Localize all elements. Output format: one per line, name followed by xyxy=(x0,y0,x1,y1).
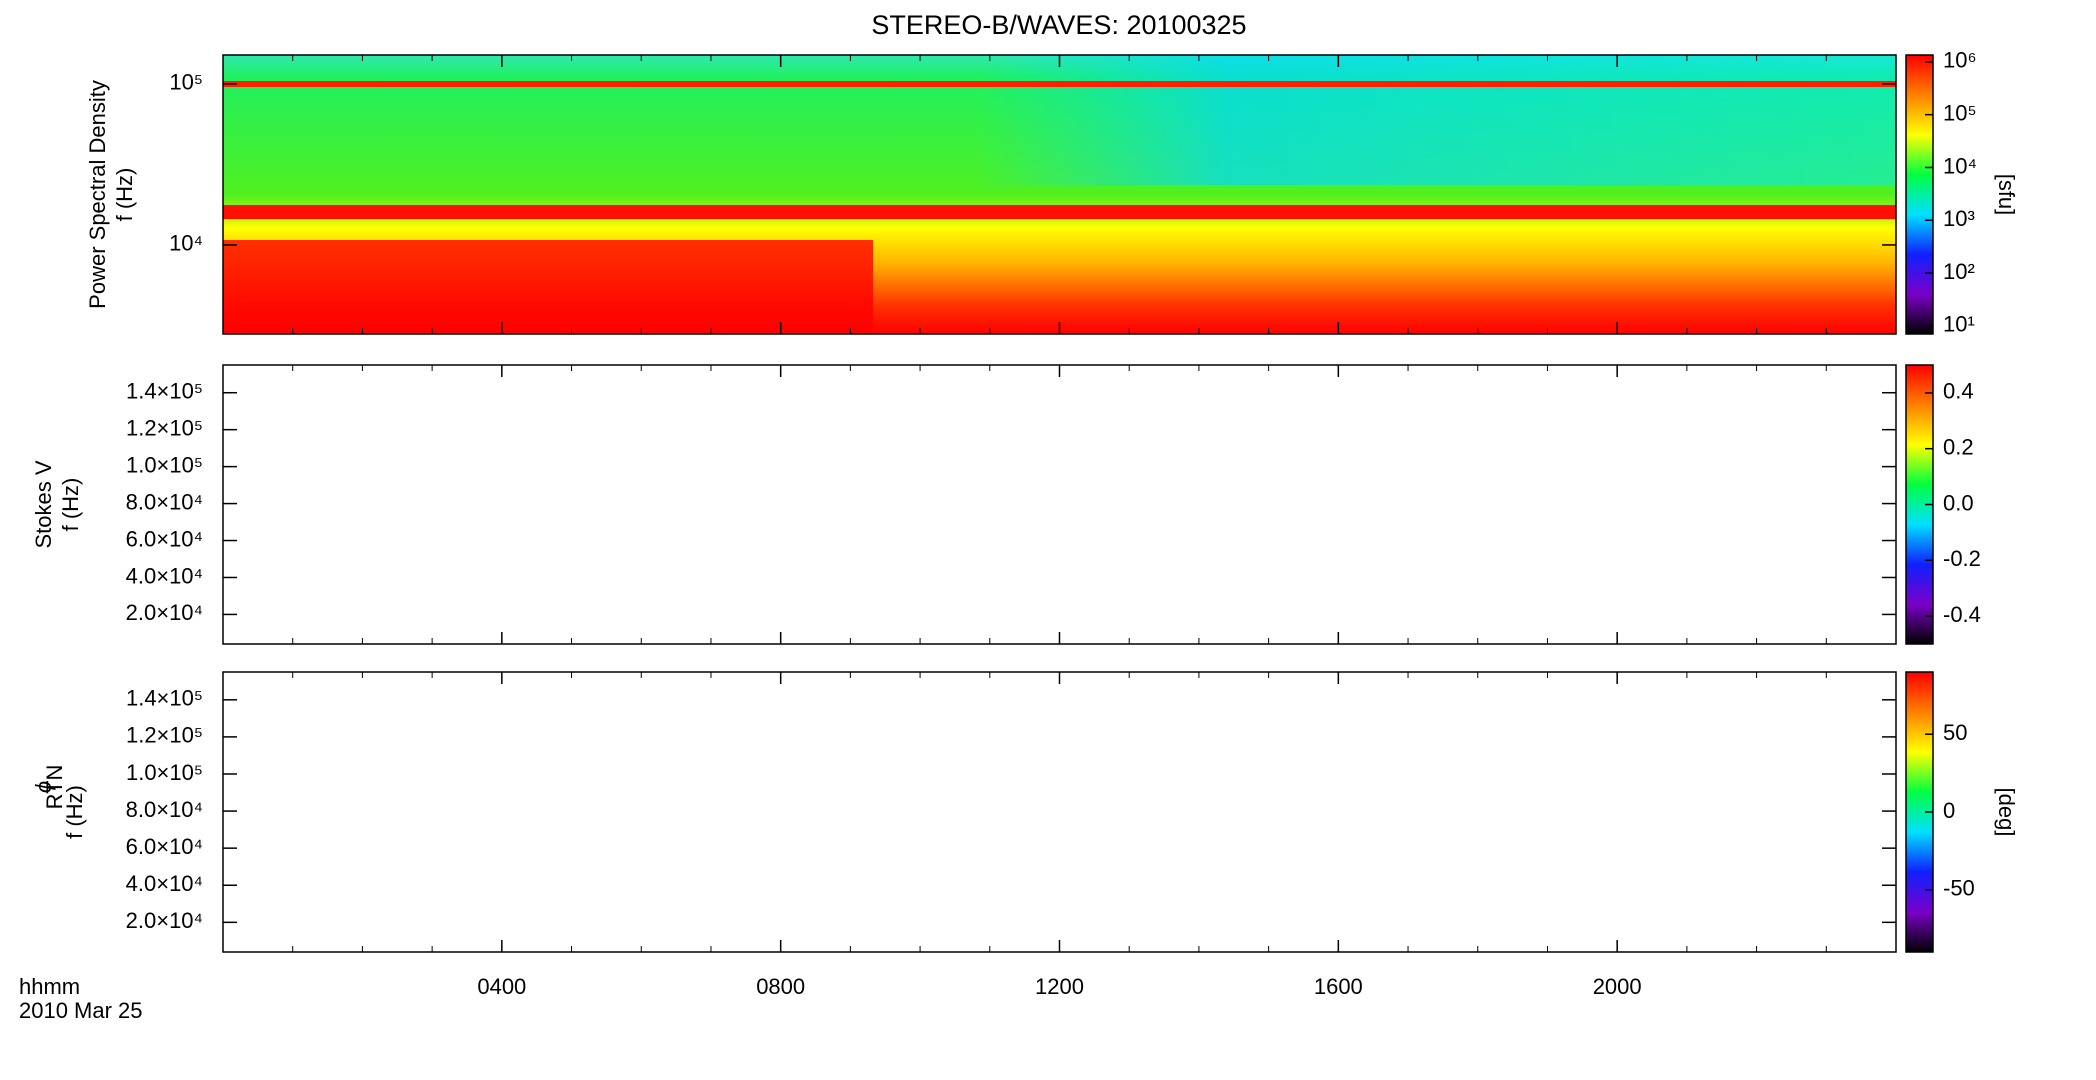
y-tick-label: 6.0×10⁴ xyxy=(126,526,203,551)
emission-burst xyxy=(223,240,873,334)
emission-band xyxy=(223,205,1896,219)
colorbar-tick-label: 10² xyxy=(1943,259,1975,284)
emission-band xyxy=(223,81,1896,87)
y-tick-label: 1.2×10⁵ xyxy=(126,415,203,440)
y-tick-label: 2.0×10⁴ xyxy=(126,908,203,933)
spectrogram-fill xyxy=(223,55,1896,185)
colorbar-tick-label: 0.4 xyxy=(1943,379,1974,404)
y-tick-label: 10⁴ xyxy=(169,231,203,256)
y-axis-label: ϕ xyxy=(31,781,56,793)
x-axis-label: hhmm xyxy=(19,974,80,999)
colorbar xyxy=(1905,54,1934,335)
y-tick-label: 10⁵ xyxy=(169,70,203,95)
colorbar-tick-label: -0.2 xyxy=(1943,546,1981,571)
colorbar-tick-label: 0 xyxy=(1943,798,1955,823)
plot-frame xyxy=(222,671,1897,953)
y-tick-label: 8.0×10⁴ xyxy=(126,797,203,822)
x-tick-label: 2000 xyxy=(1593,974,1642,999)
colorbar-label: [sfu] xyxy=(1994,174,2019,216)
y-axis-label: Power Spectral Density xyxy=(85,80,110,309)
x-axis-label: 2010 Mar 25 xyxy=(19,998,143,1023)
x-tick-label: 1600 xyxy=(1314,974,1363,999)
plot-frame xyxy=(222,364,1897,645)
y-tick-label: 2.0×10⁴ xyxy=(126,600,203,625)
colorbar-tick-label: 10⁶ xyxy=(1943,48,1977,73)
y-tick-label: 1.4×10⁵ xyxy=(126,379,203,404)
y-axis-label: f (Hz) xyxy=(112,168,137,222)
y-tick-label: 1.2×10⁵ xyxy=(126,723,203,748)
colorbar-tick-label: 10⁵ xyxy=(1943,100,1977,125)
chart-title: STEREO-B/WAVES: 20100325 xyxy=(871,10,1246,40)
y-tick-label: 1.4×10⁵ xyxy=(126,686,203,711)
x-tick-label: 0800 xyxy=(756,974,805,999)
y-tick-label: 4.0×10⁴ xyxy=(126,871,203,896)
colorbar-tick-label: -0.4 xyxy=(1943,602,1981,627)
colorbar-tick-label: 10³ xyxy=(1943,206,1975,231)
x-tick-label: 0400 xyxy=(477,974,526,999)
colorbar-tick-label: 50 xyxy=(1943,720,1967,745)
y-tick-label: 4.0×10⁴ xyxy=(126,563,203,588)
y-tick-label: 1.0×10⁵ xyxy=(126,452,203,477)
colorbar-tick-label: 10¹ xyxy=(1943,312,1975,337)
spectrogram-image xyxy=(223,55,1896,334)
y-axis-label: Stokes V xyxy=(31,460,56,548)
y-tick-label: 1.0×10⁵ xyxy=(126,760,203,785)
x-tick-label: 1200 xyxy=(1035,974,1084,999)
y-tick-label: 6.0×10⁴ xyxy=(126,834,203,859)
colorbar xyxy=(1905,364,1934,645)
colorbar-tick-label: 0.0 xyxy=(1943,490,1974,515)
colorbar-tick-label: 10⁴ xyxy=(1943,153,1977,178)
colorbar-tick-label: 0.2 xyxy=(1943,435,1974,460)
y-axis-label: f (Hz) xyxy=(62,785,87,839)
y-axis-label: RTN xyxy=(42,765,67,810)
y-tick-label: 8.0×10⁴ xyxy=(126,489,203,514)
y-axis-label: f (Hz) xyxy=(58,478,83,532)
colorbar-tick-label: -50 xyxy=(1943,876,1975,901)
colorbar-label: [deg] xyxy=(1994,788,2019,837)
